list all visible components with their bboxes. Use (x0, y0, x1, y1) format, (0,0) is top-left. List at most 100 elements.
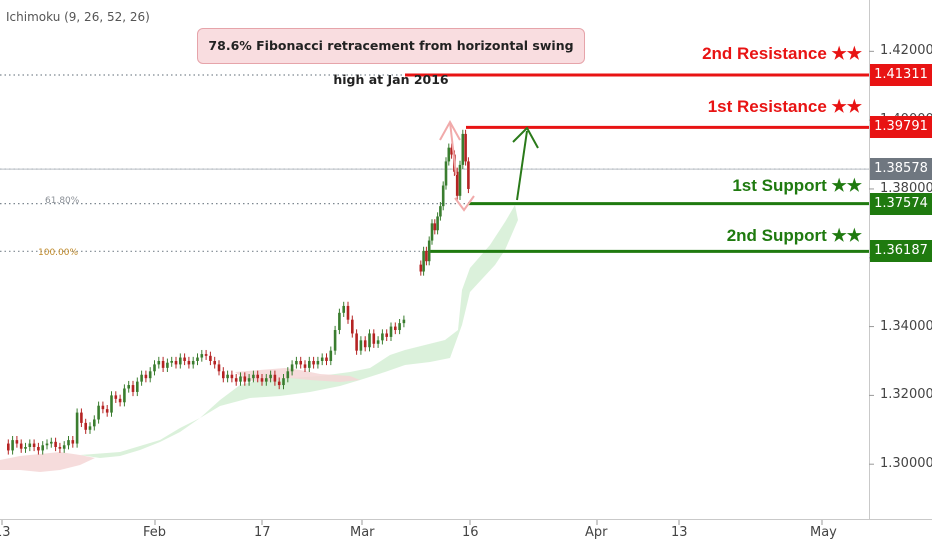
candle-body (464, 133, 467, 162)
time-tick-label: May (810, 525, 837, 540)
time-tick-label: Apr (585, 525, 608, 540)
candle-body (342, 305, 345, 313)
candle-body (234, 378, 238, 382)
candle-body (75, 412, 79, 444)
first-resistance-price-tag: 1.39791 (870, 116, 932, 139)
candle-body (28, 443, 32, 447)
candle-body (338, 312, 341, 331)
candle-body (217, 364, 221, 372)
candle-body (50, 441, 53, 444)
cloud-bullish (80, 205, 518, 458)
second-resistance-price-tag: 1.41311 (870, 64, 932, 87)
annotation-arrows (439, 119, 539, 212)
current-price-tag: 1.38578 (870, 158, 932, 181)
candle-body (80, 412, 83, 423)
candle-body (372, 333, 376, 344)
candle-body (161, 360, 165, 368)
candle-body (45, 443, 49, 446)
candle-body (320, 357, 324, 361)
candle-body (277, 381, 281, 386)
candle-body (41, 445, 44, 451)
candle-body (37, 446, 40, 451)
fib-618-label: 61.80% (45, 196, 80, 206)
candle-body (123, 388, 126, 403)
candle-body (439, 206, 442, 217)
candle-body (166, 362, 169, 368)
indicator-label[interactable]: Ichimoku (9, 26, 52, 26) (6, 10, 150, 24)
candle-body (444, 161, 448, 186)
candle-body (114, 395, 118, 399)
candle-body (299, 360, 302, 365)
candle-body (433, 223, 437, 231)
candle-body (436, 216, 439, 231)
time-tick-label: 13 (671, 525, 688, 540)
candle-body (368, 333, 371, 348)
candle-body (131, 385, 135, 392)
price-tick-label: 1.30000 (880, 456, 932, 472)
candle-body (385, 333, 388, 337)
candle-body (256, 374, 259, 379)
candle-body (191, 360, 195, 365)
candle-body (226, 374, 229, 379)
second-support-price-tag: 1.36187 (870, 240, 932, 263)
level-lines (0, 73, 869, 253)
candle-body (333, 330, 337, 351)
candle-body (213, 360, 216, 365)
price-tick-label: 1.38000 (880, 180, 932, 196)
candle-body (157, 360, 161, 365)
candle-body (15, 440, 19, 444)
candle-body (402, 319, 406, 324)
candle-body (187, 360, 191, 365)
projection-arrow-head (512, 126, 539, 149)
candle-body (355, 333, 358, 351)
time-tick-label: Feb (143, 525, 167, 540)
candle-body (105, 409, 109, 413)
candle-body (62, 445, 66, 449)
first-support-label: 1st Support ★★ (732, 176, 862, 195)
candle-body (101, 405, 105, 410)
candle-body (153, 364, 156, 372)
first-resistance-label: 1st Resistance ★★ (707, 97, 862, 116)
candle-body (265, 378, 268, 382)
candle-body (346, 305, 350, 320)
candle-body (303, 364, 307, 368)
candle-body (260, 378, 264, 382)
candle-body (32, 443, 36, 447)
candle-body (179, 357, 182, 365)
candle-body (204, 354, 208, 356)
candlesticks (7, 129, 470, 455)
candle-body (118, 398, 122, 403)
candle-body (325, 357, 328, 361)
candle-body (329, 350, 333, 361)
candle-body (170, 360, 173, 363)
candle-body (71, 440, 75, 444)
candle-body (359, 340, 363, 351)
candle-body (67, 440, 70, 446)
candle-body (19, 443, 23, 449)
candle-body (269, 374, 272, 379)
candle-body (422, 250, 425, 272)
candle-body (450, 147, 453, 155)
candle-body (243, 376, 247, 382)
candle-body (230, 374, 234, 379)
candle-body (316, 360, 320, 365)
candle-body (398, 323, 401, 331)
candle-body (427, 240, 431, 262)
candle-body (295, 360, 298, 365)
first-support-price-tag: 1.37574 (870, 192, 932, 215)
fibonacci-callout: 78.6% Fibonacci retracement from horizon… (197, 28, 585, 87)
candle-body (144, 374, 148, 379)
second-support-label: 2nd Support ★★ (726, 226, 862, 245)
candle-body (24, 446, 27, 449)
candle-body (222, 371, 225, 379)
candle-body (290, 364, 294, 372)
price-tick-label: 1.42000 (880, 43, 932, 59)
candle-body (140, 374, 143, 382)
candle-body (430, 223, 434, 241)
candle-body (308, 360, 311, 368)
candle-body (425, 250, 428, 262)
cloud-bearish-left (0, 452, 95, 472)
candle-body (312, 360, 315, 365)
reversal-up-arrow-shaft (449, 121, 457, 176)
